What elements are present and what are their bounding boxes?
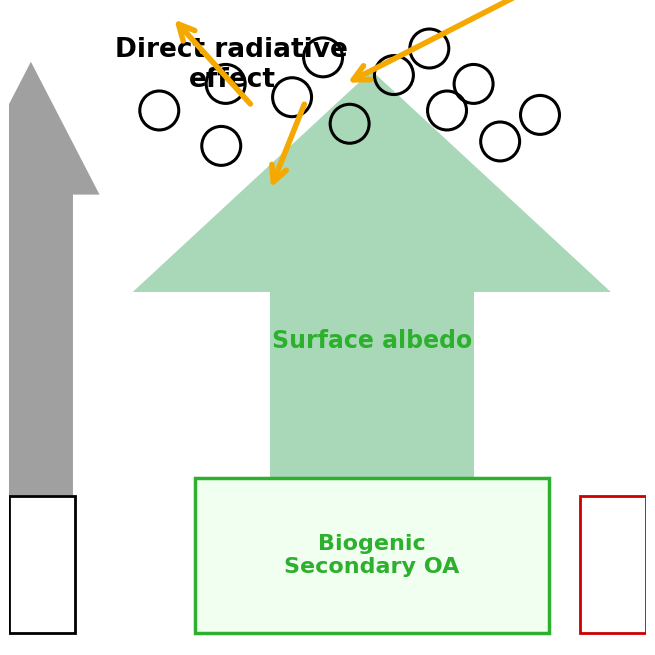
Bar — [195, 478, 549, 633]
Bar — [9, 496, 75, 633]
Text: Direct radiative
effect: Direct radiative effect — [115, 37, 348, 92]
Text: Surface albedo: Surface albedo — [272, 329, 472, 352]
Polygon shape — [133, 71, 611, 292]
Polygon shape — [0, 62, 100, 496]
Text: Biogenic
Secondary OA: Biogenic Secondary OA — [284, 534, 459, 577]
Bar — [270, 292, 474, 496]
Bar — [580, 496, 646, 633]
